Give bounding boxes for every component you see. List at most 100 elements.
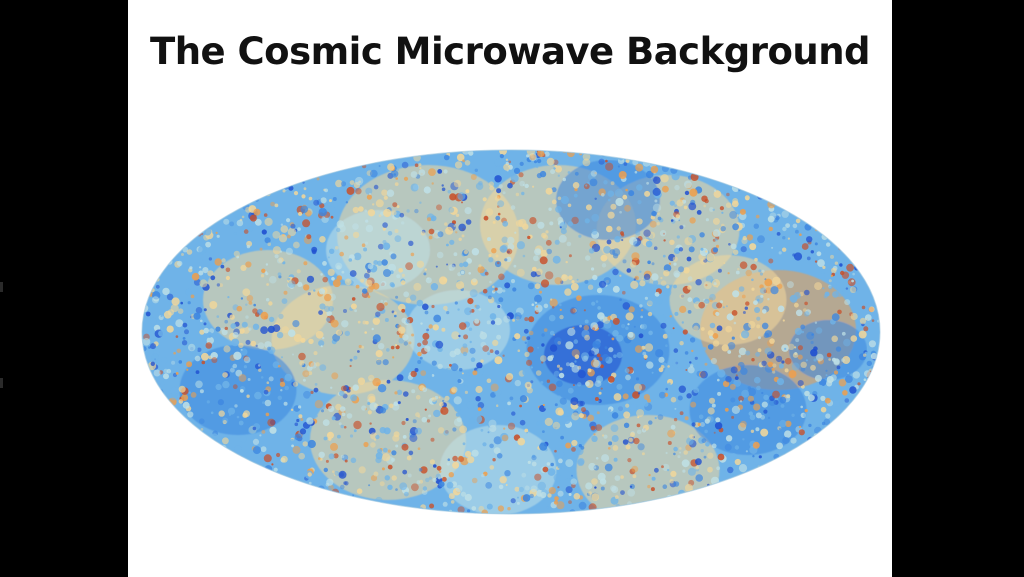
temperature-speckle	[695, 458, 702, 466]
temperature-speckle	[675, 214, 680, 219]
temperature-speckle	[734, 458, 741, 466]
temperature-speckle	[493, 447, 501, 454]
temperature-speckle	[598, 391, 602, 395]
temperature-speckle	[492, 220, 496, 224]
temperature-speckle	[676, 199, 684, 207]
temperature-speckle	[236, 415, 240, 419]
temperature-speckle	[712, 333, 719, 339]
temperature-speckle	[646, 297, 655, 306]
temperature-speckle	[857, 382, 861, 386]
temperature-speckle	[166, 325, 174, 333]
temperature-speckle	[320, 345, 323, 348]
temperature-speckle	[503, 315, 511, 323]
temperature-speckle	[646, 361, 654, 369]
temperature-speckle	[704, 429, 708, 434]
temperature-speckle	[236, 305, 243, 312]
temperature-speckle	[510, 174, 519, 183]
temperature-speckle	[808, 423, 812, 428]
temperature-speckle	[382, 242, 391, 250]
temperature-speckle	[375, 452, 383, 460]
temperature-speckle	[572, 308, 577, 313]
temperature-speckle	[402, 469, 408, 475]
temperature-speckle	[790, 437, 797, 444]
temperature-speckle	[480, 359, 484, 363]
temperature-speckle	[522, 183, 525, 186]
temperature-speckle	[497, 212, 501, 216]
temperature-speckle	[539, 290, 542, 294]
temperature-speckle	[454, 301, 458, 305]
temperature-speckle	[585, 381, 590, 387]
temperature-speckle	[264, 237, 271, 244]
temperature-speckle	[408, 152, 411, 155]
temperature-speckle	[771, 246, 774, 249]
temperature-speckle	[565, 341, 574, 350]
temperature-speckle	[469, 289, 478, 298]
temperature-speckle	[653, 176, 661, 184]
temperature-speckle	[595, 377, 602, 384]
temperature-speckle	[636, 184, 643, 191]
temperature-speckle	[681, 459, 690, 468]
temperature-speckle	[804, 390, 810, 397]
temperature-speckle	[364, 209, 368, 213]
temperature-speckle	[607, 376, 615, 383]
temperature-speckle	[293, 191, 299, 196]
temperature-speckle	[488, 181, 495, 187]
temperature-speckle	[523, 328, 529, 334]
temperature-speckle	[492, 339, 499, 346]
temperature-speckle	[330, 319, 339, 328]
temperature-speckle	[284, 480, 289, 484]
temperature-speckle	[776, 442, 783, 450]
temperature-speckle	[451, 331, 460, 340]
temperature-speckle	[445, 226, 454, 235]
temperature-speckle	[647, 311, 653, 317]
temperature-speckle	[387, 484, 393, 490]
temperature-speckle	[745, 301, 750, 306]
temperature-speckle	[813, 358, 817, 362]
temperature-speckle	[442, 501, 448, 507]
temperature-speckle	[804, 289, 810, 296]
temperature-speckle	[792, 223, 798, 229]
temperature-speckle	[319, 236, 326, 243]
temperature-speckle	[198, 270, 204, 276]
temperature-speckle	[390, 253, 397, 260]
temperature-speckle	[633, 437, 640, 445]
temperature-speckle	[467, 298, 474, 305]
temperature-speckle	[733, 249, 739, 255]
temperature-speckle	[712, 247, 719, 253]
temperature-speckle	[313, 351, 318, 356]
temperature-speckle	[859, 317, 867, 325]
temperature-speckle	[318, 207, 327, 217]
temperature-speckle	[475, 385, 483, 394]
temperature-speckle	[381, 189, 388, 196]
temperature-speckle	[212, 433, 218, 439]
temperature-speckle	[844, 398, 850, 403]
temperature-speckle	[377, 448, 383, 454]
temperature-speckle	[800, 324, 806, 330]
temperature-speckle	[737, 268, 740, 271]
temperature-speckle	[349, 180, 355, 186]
temperature-speckle	[443, 430, 450, 436]
temperature-speckle	[665, 344, 668, 348]
temperature-speckle	[666, 468, 670, 472]
temperature-speckle	[545, 187, 553, 195]
temperature-speckle	[162, 287, 170, 296]
temperature-speckle	[704, 198, 709, 204]
temperature-speckle	[294, 422, 299, 427]
temperature-speckle	[647, 260, 651, 265]
temperature-speckle	[679, 341, 684, 346]
temperature-speckle	[629, 237, 638, 246]
temperature-speckle	[524, 381, 532, 389]
temperature-speckle	[577, 382, 582, 387]
temperature-speckle	[489, 349, 494, 353]
temperature-speckle	[391, 457, 396, 462]
temperature-speckle	[582, 158, 591, 167]
temperature-speckle	[608, 406, 614, 412]
temperature-speckle	[376, 382, 380, 386]
temperature-speckle	[287, 277, 291, 281]
temperature-speckle	[267, 418, 276, 427]
temperature-speckle	[320, 273, 323, 276]
temperature-speckle	[614, 188, 623, 197]
temperature-speckle	[510, 498, 516, 504]
temperature-speckle	[734, 445, 740, 450]
temperature-speckle	[230, 323, 237, 329]
